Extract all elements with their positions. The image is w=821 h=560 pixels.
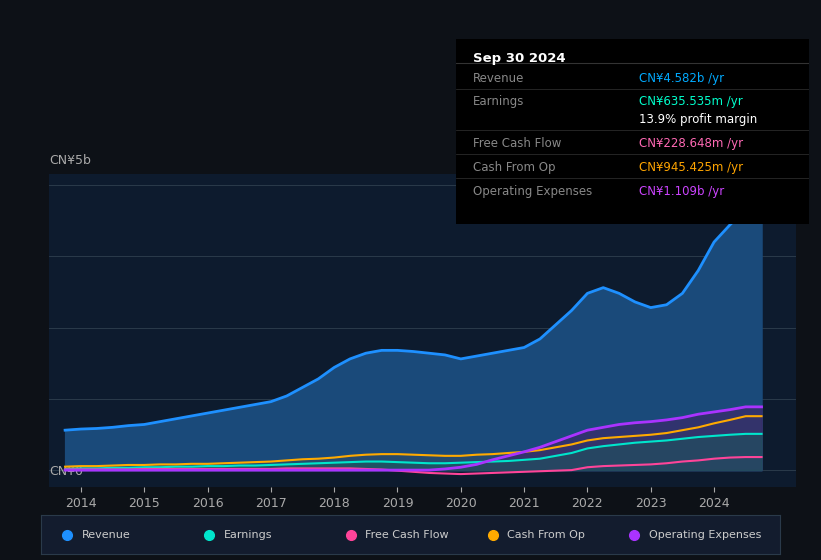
Text: Free Cash Flow: Free Cash Flow — [474, 137, 562, 150]
Text: CN¥945.425m /yr: CN¥945.425m /yr — [640, 161, 743, 174]
Text: 13.9% profit margin: 13.9% profit margin — [640, 113, 758, 126]
Text: Operating Expenses: Operating Expenses — [649, 530, 762, 540]
Text: CN¥1.109b /yr: CN¥1.109b /yr — [640, 185, 724, 198]
Text: Free Cash Flow: Free Cash Flow — [365, 530, 449, 540]
Text: Revenue: Revenue — [474, 72, 525, 86]
Text: Earnings: Earnings — [474, 95, 525, 108]
Text: Cash From Op: Cash From Op — [474, 161, 556, 174]
Text: CN¥5b: CN¥5b — [49, 155, 91, 167]
Text: Sep 30 2024: Sep 30 2024 — [474, 52, 566, 65]
Text: CN¥0: CN¥0 — [49, 465, 83, 478]
Text: Operating Expenses: Operating Expenses — [474, 185, 593, 198]
Text: CN¥228.648m /yr: CN¥228.648m /yr — [640, 137, 743, 150]
Text: Cash From Op: Cash From Op — [507, 530, 585, 540]
Text: CN¥635.535m /yr: CN¥635.535m /yr — [640, 95, 743, 108]
Text: Revenue: Revenue — [82, 530, 131, 540]
Text: Earnings: Earnings — [223, 530, 272, 540]
Text: CN¥4.582b /yr: CN¥4.582b /yr — [640, 72, 724, 86]
